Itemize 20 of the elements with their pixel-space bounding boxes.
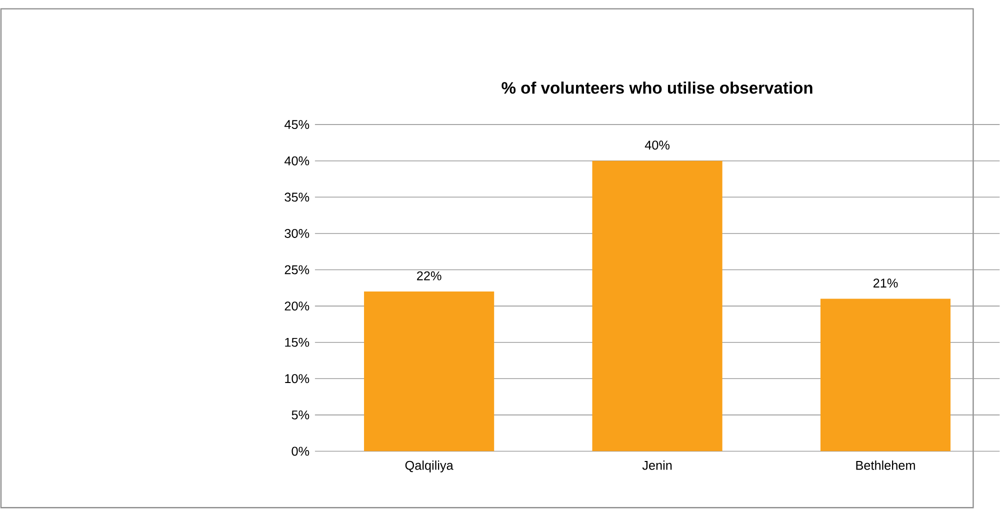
x-tick-label: Bethlehem <box>856 460 915 470</box>
data-label: 21% <box>873 278 898 288</box>
bar <box>820 298 951 452</box>
y-tick-label: 10% <box>285 374 310 384</box>
y-tick-label: 15% <box>285 338 310 348</box>
x-tick-label: Jenin <box>642 460 672 470</box>
y-tick-label: 40% <box>284 156 310 166</box>
y-tick-label: 5% <box>292 410 310 420</box>
x-tick-label: Qalqiliya <box>405 460 454 473</box>
y-tick-label: 20% <box>284 302 310 311</box>
y-tick-label: 45% <box>284 120 310 130</box>
data-label: 22% <box>417 272 442 280</box>
bar <box>592 161 722 452</box>
data-label: 40% <box>644 140 670 150</box>
chart-title: % of volunteers who utilise observation <box>502 82 812 94</box>
y-tick-label: 25% <box>284 265 310 274</box>
y-tick-label: 0% <box>292 446 310 456</box>
y-tick-label: 35% <box>284 192 310 202</box>
bar <box>364 292 494 452</box>
y-tick-label: 30% <box>284 229 310 238</box>
